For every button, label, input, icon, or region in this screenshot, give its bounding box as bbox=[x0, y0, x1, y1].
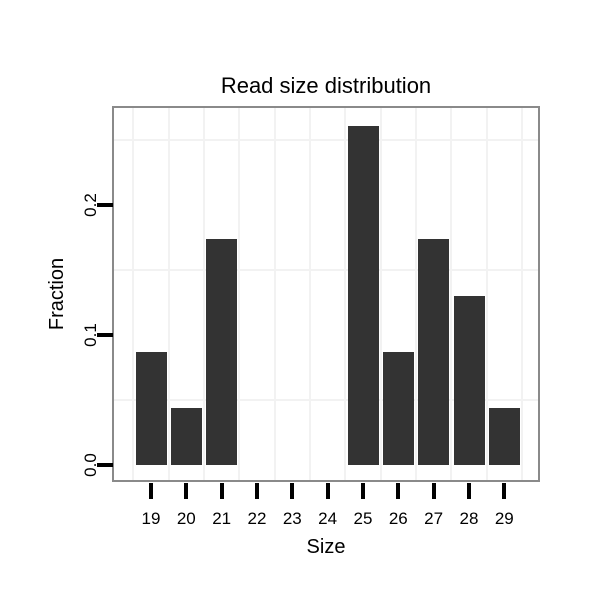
x-tick-label: 21 bbox=[212, 509, 232, 528]
x-tick-label: 20 bbox=[176, 509, 196, 528]
bar bbox=[488, 408, 520, 465]
v-gridline bbox=[485, 108, 488, 480]
x-tick-label: 27 bbox=[424, 509, 444, 528]
chart-title: Read size distribution bbox=[220, 73, 432, 98]
x-tick-mark bbox=[396, 483, 401, 499]
v-gridline bbox=[132, 108, 135, 480]
h-gridline bbox=[114, 139, 538, 141]
h-gridline bbox=[114, 399, 538, 401]
x-tick-mark bbox=[361, 483, 365, 499]
v-gridline bbox=[203, 108, 205, 480]
bar bbox=[418, 238, 450, 465]
y-tick-label: 0.0 bbox=[81, 453, 100, 477]
y-tick-mark bbox=[97, 463, 113, 467]
v-gridline bbox=[273, 108, 276, 480]
bar bbox=[135, 351, 167, 465]
x-tick-label: 24 bbox=[318, 509, 338, 528]
x-tick-mark bbox=[290, 483, 295, 499]
x-tick-label: 29 bbox=[494, 509, 514, 528]
y-tick-label: 0.2 bbox=[81, 193, 100, 217]
bar bbox=[170, 408, 202, 465]
x-tick-label: 23 bbox=[282, 509, 302, 528]
x-tick-label: 19 bbox=[141, 509, 161, 528]
x-tick-label: 25 bbox=[353, 509, 373, 528]
x-tick-mark bbox=[431, 483, 436, 499]
bar bbox=[206, 238, 238, 465]
x-tick-label: 28 bbox=[459, 509, 479, 528]
x-tick-mark bbox=[325, 483, 330, 499]
x-tick-label: 26 bbox=[388, 509, 408, 528]
x-tick-mark bbox=[255, 483, 259, 499]
v-gridline bbox=[379, 108, 382, 480]
x-tick-mark bbox=[149, 483, 153, 499]
x-axis-title: Size bbox=[306, 536, 346, 558]
x-tick-label: 22 bbox=[247, 509, 267, 528]
y-tick-mark bbox=[97, 203, 113, 207]
bar bbox=[453, 295, 485, 465]
x-tick-mark bbox=[184, 483, 189, 499]
v-gridline bbox=[309, 108, 311, 480]
v-gridline bbox=[521, 108, 523, 480]
bar bbox=[347, 125, 379, 465]
plot-panel bbox=[112, 106, 540, 482]
h-gridline bbox=[114, 269, 538, 271]
y-tick-mark bbox=[97, 333, 113, 337]
x-tick-mark bbox=[219, 483, 224, 499]
v-gridline bbox=[167, 108, 170, 480]
y-axis-title: Fraction bbox=[46, 257, 68, 331]
x-tick-mark bbox=[502, 483, 507, 499]
y-tick-label: 0.1 bbox=[81, 323, 100, 347]
v-gridline bbox=[450, 108, 453, 480]
v-gridline bbox=[238, 108, 241, 480]
bar bbox=[382, 351, 414, 465]
v-gridline bbox=[415, 108, 417, 480]
v-gridline bbox=[344, 108, 347, 480]
x-tick-mark bbox=[467, 483, 471, 499]
